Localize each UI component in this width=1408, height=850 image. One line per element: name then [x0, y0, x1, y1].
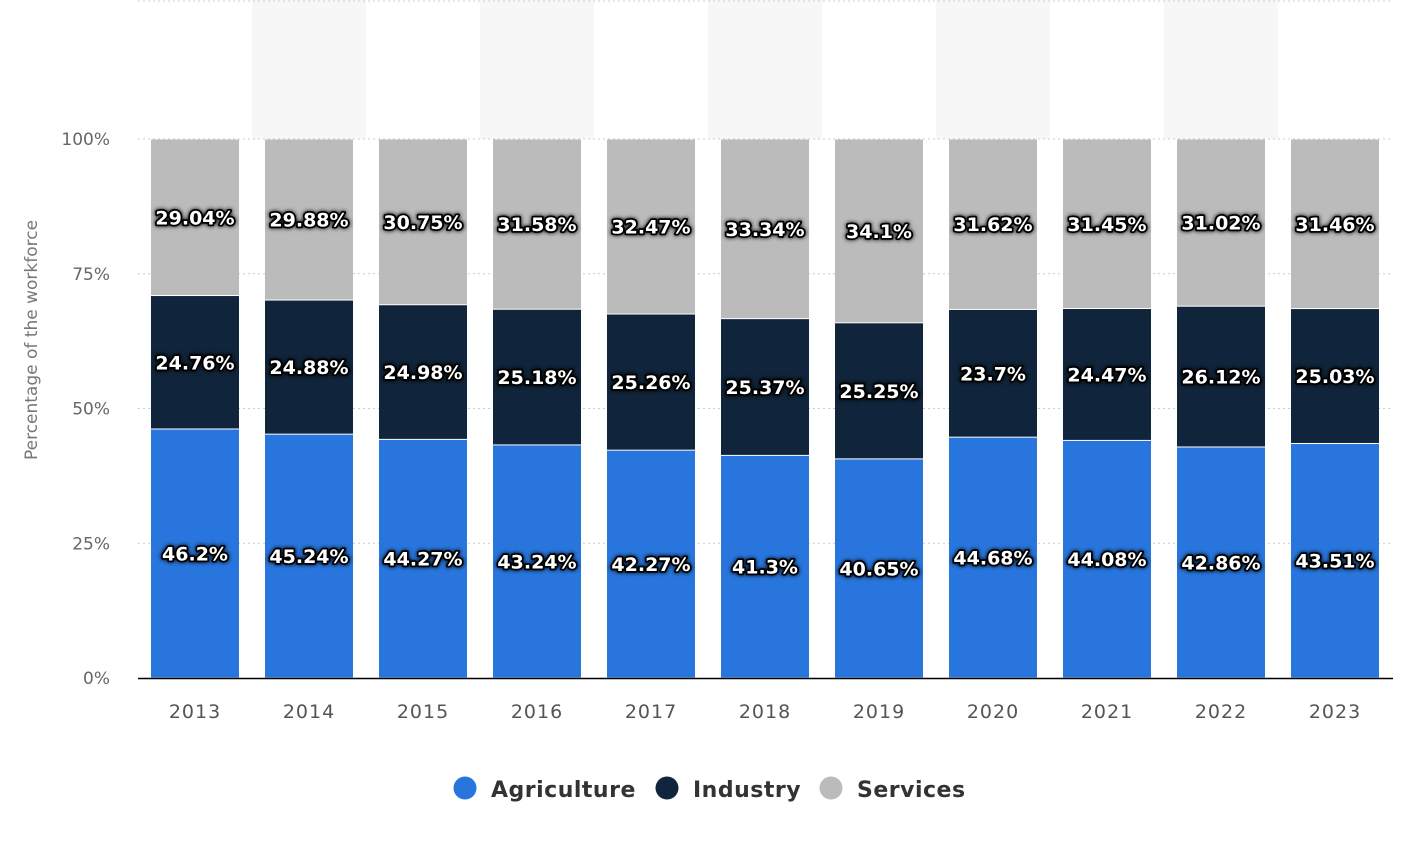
data-label: 31.58%	[497, 214, 576, 236]
y-axis-label: Percentage of the workforce	[22, 220, 42, 460]
data-label: 23.7%	[960, 363, 1026, 385]
bar-industry-2019	[835, 323, 923, 459]
bar-services-2017	[607, 139, 695, 314]
data-label: 31.62%	[953, 214, 1032, 236]
data-label: 44.27%	[383, 549, 462, 571]
bar-agriculture-2014	[265, 434, 353, 678]
bar-industry-2015	[379, 305, 467, 439]
data-label: 29.88%	[269, 210, 348, 232]
background-band	[936, 0, 1050, 139]
legend-label-services: Services	[857, 778, 966, 803]
data-label: 45.24%	[269, 546, 348, 568]
bar-services-2023	[1291, 139, 1379, 309]
bar-industry-2017	[607, 314, 695, 450]
bar-industry-2022	[1177, 306, 1265, 447]
data-label: 25.26%	[611, 372, 690, 394]
data-label: 24.76%	[155, 352, 234, 374]
data-label: 31.46%	[1295, 214, 1374, 236]
background-band	[708, 0, 822, 139]
data-label: 31.02%	[1181, 213, 1260, 235]
legend-marker-agriculture	[453, 776, 477, 800]
y-tick-label: 100%	[61, 130, 110, 150]
bar-agriculture-2013	[151, 429, 239, 678]
data-label: 33.34%	[725, 219, 804, 241]
x-tick-label: 2018	[739, 701, 791, 723]
data-label: 29.04%	[155, 207, 234, 229]
bar-services-2022	[1177, 139, 1265, 306]
bar-agriculture-2021	[1063, 440, 1151, 678]
x-tick-label: 2022	[1195, 701, 1247, 723]
data-label: 46.2%	[162, 543, 228, 565]
legend-label-industry: Industry	[693, 778, 801, 803]
data-label: 43.24%	[497, 551, 576, 573]
x-tick-label: 2023	[1309, 701, 1361, 723]
bar-industry-2021	[1063, 309, 1151, 440]
y-tick-label: 0%	[83, 669, 110, 689]
data-label: 26.12%	[1181, 367, 1260, 389]
legend-label-agriculture: Agriculture	[491, 778, 636, 803]
bar-services-2021	[1063, 139, 1151, 309]
bar-industry-2018	[721, 319, 809, 455]
x-tick-label: 2014	[283, 701, 335, 723]
y-tick-label: 25%	[72, 534, 110, 554]
bar-services-2015	[379, 139, 467, 305]
data-label: 40.65%	[839, 558, 918, 580]
bar-agriculture-2015	[379, 439, 467, 678]
bar-agriculture-2016	[493, 445, 581, 678]
bar-industry-2016	[493, 309, 581, 445]
bar-industry-2014	[265, 300, 353, 434]
data-label: 34.1%	[846, 221, 912, 243]
bar-services-2016	[493, 139, 581, 309]
background-band	[252, 0, 366, 139]
data-label: 41.3%	[732, 557, 798, 579]
background-band	[480, 0, 594, 139]
data-label: 32.47%	[611, 217, 690, 239]
bar-services-2019	[835, 139, 923, 323]
x-tick-label: 2021	[1081, 701, 1133, 723]
data-label: 24.88%	[269, 357, 348, 379]
data-label: 42.86%	[1181, 552, 1260, 574]
data-label: 24.47%	[1067, 364, 1146, 386]
data-label: 24.98%	[383, 362, 462, 384]
background-band	[1164, 0, 1278, 139]
x-tick-label: 2013	[169, 701, 221, 723]
data-label: 44.08%	[1067, 549, 1146, 571]
data-label: 25.37%	[725, 377, 804, 399]
bar-industry-2023	[1291, 309, 1379, 443]
data-label: 25.03%	[1295, 366, 1374, 388]
bar-agriculture-2023	[1291, 443, 1379, 678]
x-tick-label: 2015	[397, 701, 449, 723]
data-label: 25.25%	[839, 381, 918, 403]
data-label: 31.45%	[1067, 214, 1146, 236]
bar-agriculture-2022	[1177, 447, 1265, 678]
legend-marker-services	[819, 776, 843, 800]
x-tick-label: 2017	[625, 701, 677, 723]
data-label: 43.51%	[1295, 551, 1374, 573]
bar-agriculture-2019	[835, 459, 923, 678]
bar-agriculture-2017	[607, 450, 695, 678]
bar-services-2014	[265, 139, 353, 300]
bar-industry-2020	[949, 309, 1037, 437]
x-tick-label: 2019	[853, 701, 905, 723]
bar-services-2018	[721, 139, 809, 319]
x-tick-label: 2020	[967, 701, 1019, 723]
y-tick-label: 75%	[72, 265, 110, 285]
data-label: 30.75%	[383, 212, 462, 234]
data-label: 44.68%	[953, 548, 1032, 570]
bar-industry-2013	[151, 296, 239, 429]
legend-marker-industry	[655, 776, 679, 800]
bar-agriculture-2018	[721, 455, 809, 678]
data-label: 42.27%	[611, 554, 690, 576]
bar-services-2020	[949, 139, 1037, 309]
data-label: 25.18%	[497, 367, 576, 389]
bar-services-2013	[151, 139, 239, 296]
bar-agriculture-2020	[949, 437, 1037, 678]
y-tick-label: 50%	[72, 400, 110, 420]
x-tick-label: 2016	[511, 701, 563, 723]
